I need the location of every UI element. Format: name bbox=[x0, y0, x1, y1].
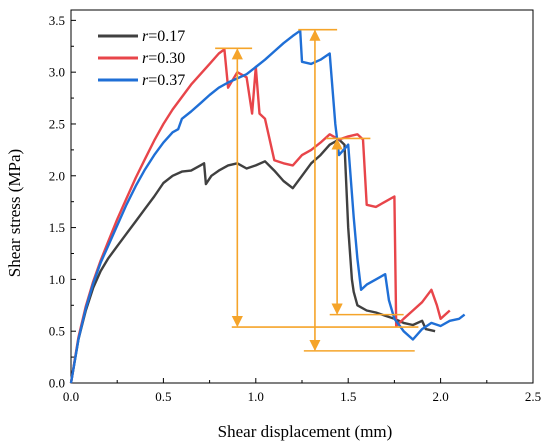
x-tick-label: 2.5 bbox=[525, 389, 541, 404]
y-tick-label: 2.0 bbox=[49, 168, 65, 183]
x-tick-label: 1.5 bbox=[340, 389, 356, 404]
x-tick-label: 0.5 bbox=[155, 389, 171, 404]
x-tick-label: 0.0 bbox=[63, 389, 79, 404]
x-tick-label: 2.0 bbox=[432, 389, 448, 404]
series-line-1 bbox=[69, 138, 436, 384]
legend-label-1: r=0.17 bbox=[142, 28, 185, 45]
y-tick-label: 0.5 bbox=[49, 324, 65, 339]
y-tick-label: 3.0 bbox=[49, 65, 65, 80]
y-tick-label: 3.5 bbox=[49, 13, 65, 28]
x-axis-title: Shear displacement (mm) bbox=[218, 422, 393, 441]
series-line-3 bbox=[69, 29, 466, 384]
y-axis-title: Shear stress (MPa) bbox=[5, 149, 24, 277]
y-tick-label: 0.0 bbox=[49, 376, 65, 391]
y-tick-label: 2.5 bbox=[49, 116, 65, 131]
y-tick-label: 1.5 bbox=[49, 220, 65, 235]
x-tick-label: 1.0 bbox=[248, 389, 264, 404]
y-tick-label: 1.0 bbox=[49, 272, 65, 287]
legend-label-3: r=0.37 bbox=[142, 72, 185, 89]
series-line-2 bbox=[69, 48, 451, 384]
legend-label-2: r=0.30 bbox=[142, 50, 185, 67]
